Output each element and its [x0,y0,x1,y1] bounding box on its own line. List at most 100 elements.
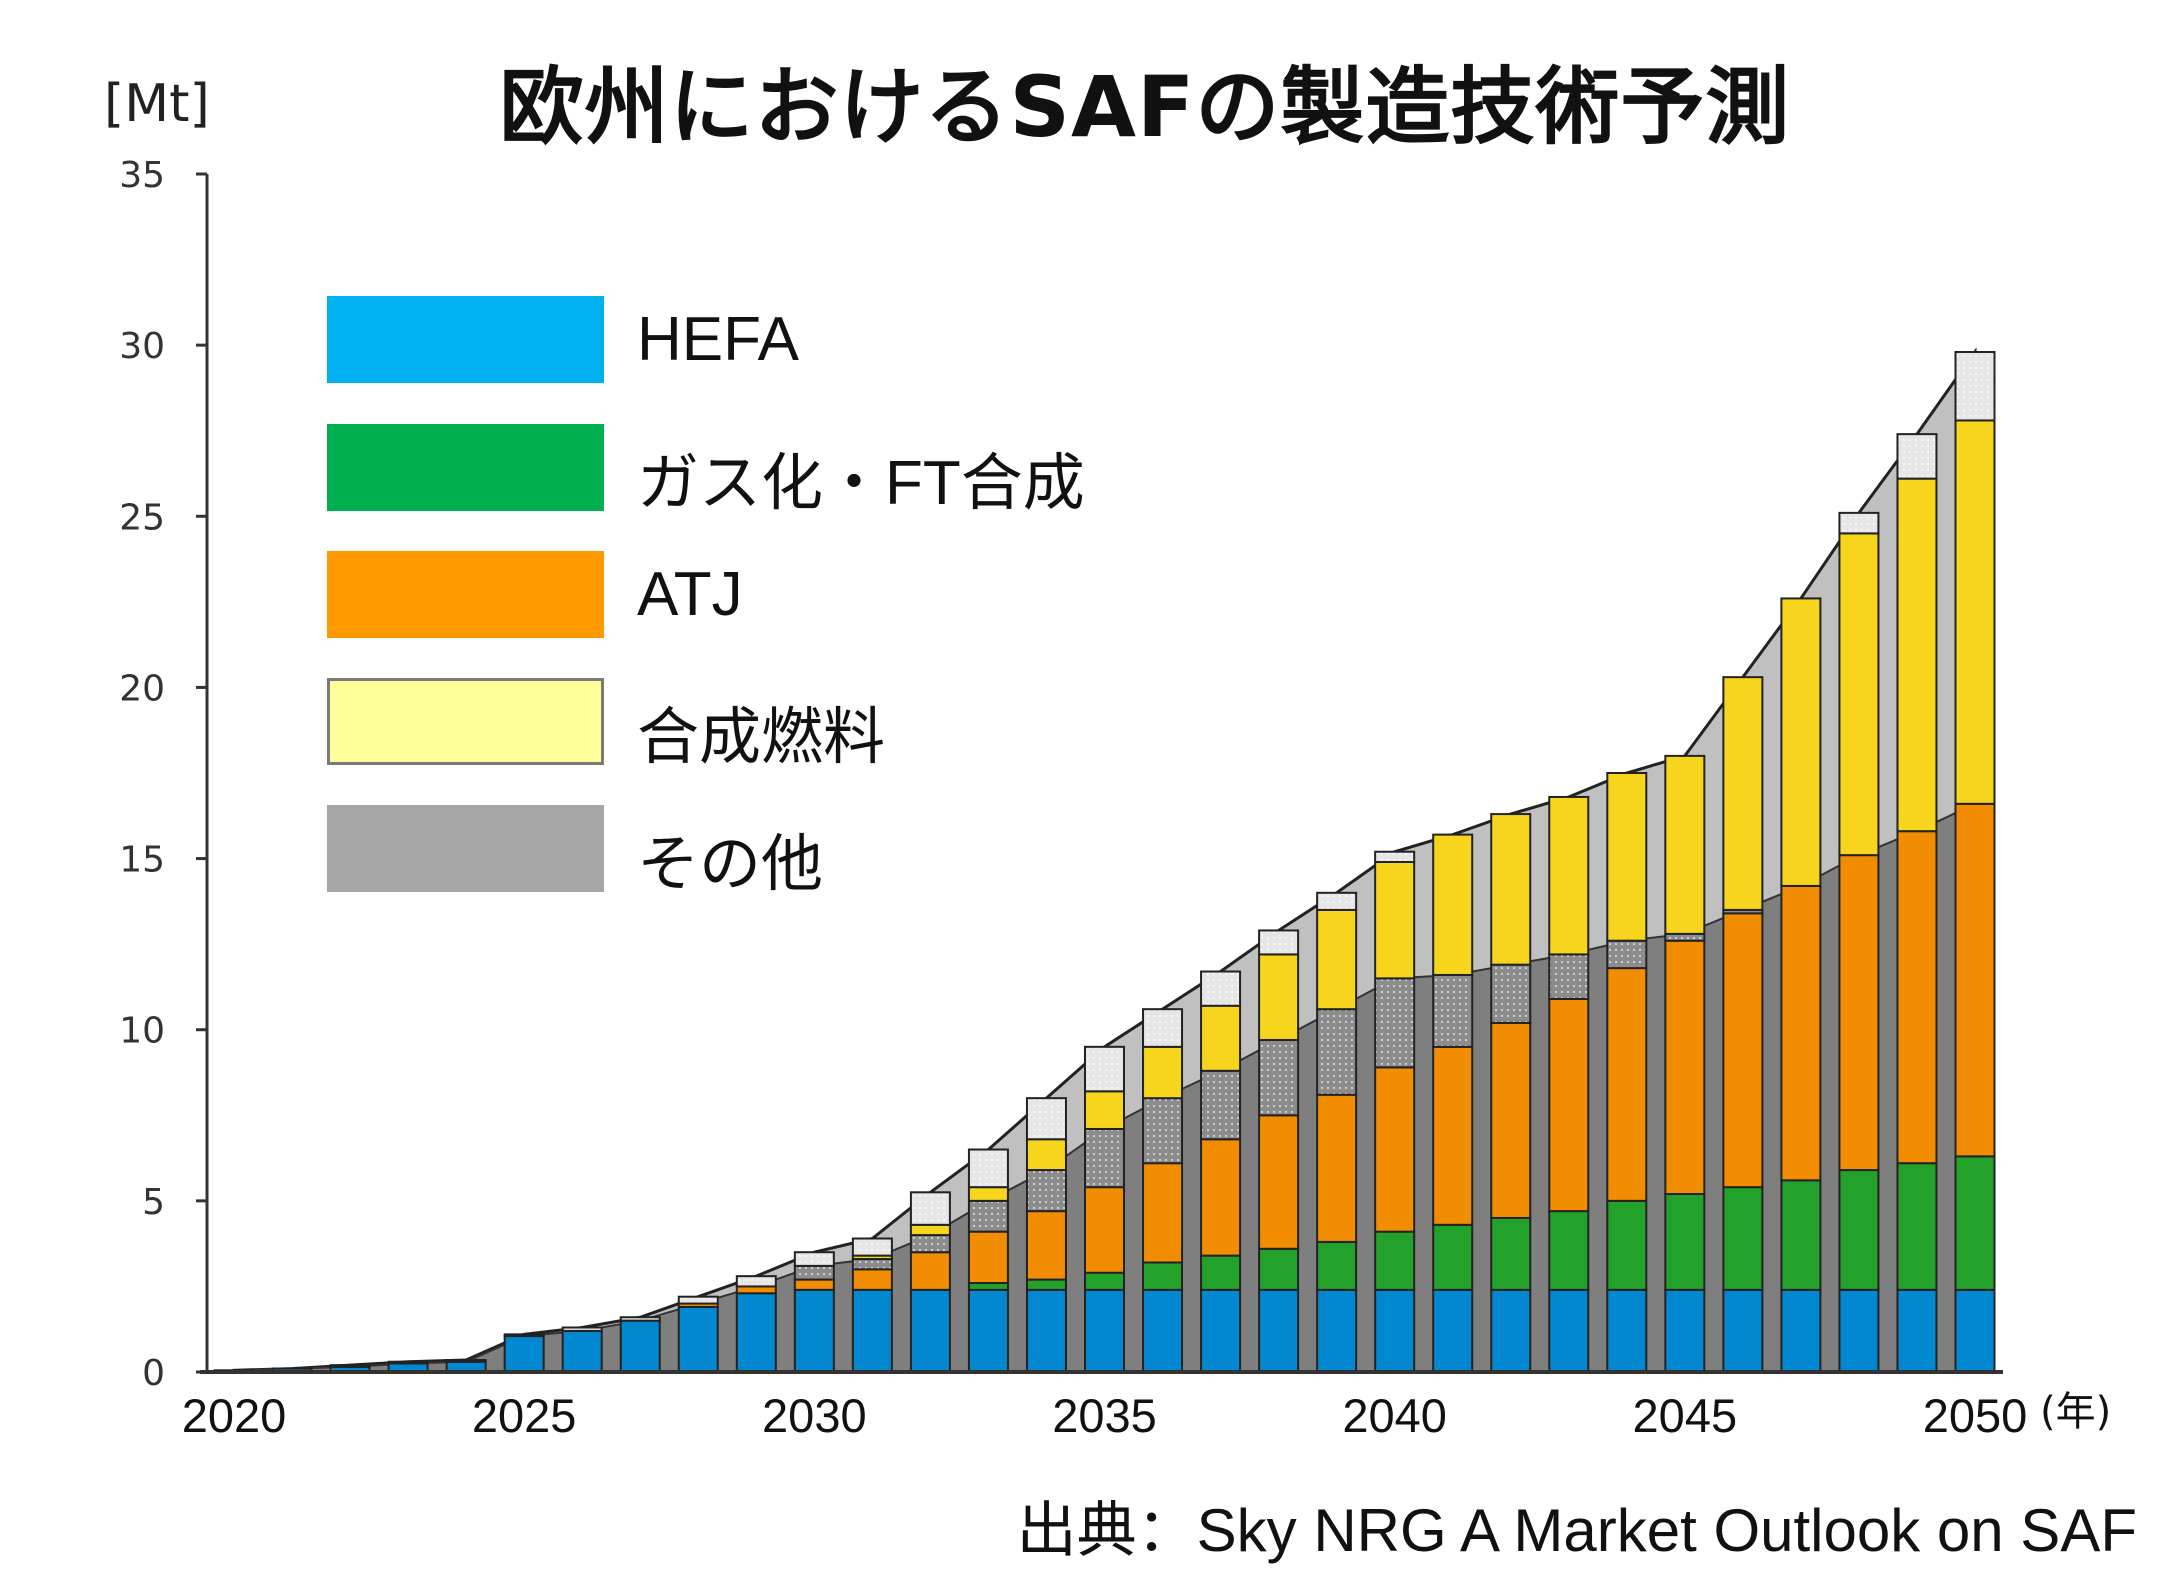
bar-segment-other [967,1199,1009,1233]
bar-segment-atj [1954,802,1996,1158]
bar-segment-synthetic-fuel [1780,597,1822,887]
bar-segment-atj [967,1230,1009,1285]
bar-segment-atj [1084,1186,1125,1274]
y-tick-label: 35 [119,155,165,196]
bar-segment-hefa [1084,1288,1125,1374]
x-tick-label: 2025 [472,1389,577,1442]
y-axis-unit: [Mt] [104,74,210,134]
bar-segment-gasification-ft [1954,1155,1996,1291]
bar-segment-hefa [1664,1288,1706,1374]
bar-segment-hefa [1606,1288,1648,1374]
bar-segment-synthetic-fuel [1606,772,1648,942]
bar-segment-hefa [1548,1288,1590,1374]
bar-segment-hefa [909,1288,951,1374]
bar-segment-other [1548,953,1590,1000]
bar-segment-other [1200,1069,1242,1141]
bar-segment-synthetic-fuel [1664,754,1706,935]
bar-segment-hefa [967,1288,1009,1374]
bar-segment-synthetic-fuel [1258,953,1300,1041]
bar-segment-hefa [793,1288,835,1374]
legend-item-other: その他 [327,805,1227,899]
bar-segment-hefa [503,1335,545,1374]
bar-segment-hefa [561,1329,603,1373]
bar-segment-other [851,1258,893,1271]
bar-segment-atj [1142,1162,1184,1264]
legend-swatch [327,424,604,511]
bar-segment-gasification-ft [1548,1210,1590,1291]
bar-segment-other-top [1200,970,1242,1007]
bar-segment-hefa [1258,1288,1300,1374]
x-tick-label: 2040 [1342,1389,1447,1442]
x-tick-label: 2030 [762,1389,867,1442]
bar-segment-synthetic-fuel [1200,1004,1242,1072]
bar-segment-other-top [561,1326,603,1332]
bar-segment-gasification-ft [1258,1247,1300,1291]
bar-segment-hefa [1200,1288,1242,1374]
bar-segment-gasification-ft [1838,1169,1880,1291]
bar-segment-atj [1838,854,1880,1172]
bar-segment-synthetic-fuel [1548,795,1590,956]
bar-segment-gasification-ft [1780,1179,1822,1291]
source-note: 出典：Sky NRG A Market Outlook on SAF [1016,1497,2137,1564]
legend-label: その他 [637,830,824,899]
bar-segment-hefa [1838,1288,1880,1374]
bar-segment-gasification-ft [1025,1278,1067,1291]
bar-segment-gasification-ft [1374,1230,1416,1291]
bar-segment-other-top [735,1275,777,1288]
bar-segment-atj [1374,1066,1416,1233]
bar-segment-other-top [619,1316,661,1322]
bar-segment-gasification-ft [1896,1162,1938,1291]
bar-segment-other-top [1142,1008,1184,1048]
bar-segment-atj [1258,1114,1300,1250]
bar-segment-other [1432,973,1474,1048]
bar-segment-synthetic-fuel [1084,1090,1125,1130]
bar-segment-other-top [1896,433,1938,480]
x-tick-label: 2035 [1052,1389,1157,1442]
bar-segment-atj [735,1285,777,1295]
bar-segment-other-top [1316,891,1358,911]
bar-segment-gasification-ft [967,1282,1009,1291]
bar-segment-other [1490,963,1532,1024]
lower-area [233,802,1976,1373]
bar-segment-other [1084,1127,1125,1189]
bar-segment-other [1142,1097,1184,1165]
legend-swatch [327,551,604,638]
bar-segment-other-top [1258,929,1300,956]
bar-segment-gasification-ft [1142,1261,1184,1291]
bar-segment-hefa [1780,1288,1822,1374]
bar-segment-synthetic-fuel [1954,419,1996,805]
x-tick-label: 2045 [1633,1389,1738,1442]
bar-segment-synthetic-fuel [967,1186,1009,1202]
legend-swatch [327,296,604,383]
bar-segment-other-top [1838,511,1880,535]
bar-segment-other-top [1025,1097,1067,1141]
bar-segment-synthetic-fuel [1432,833,1474,976]
bar-segment-other [909,1234,951,1254]
bar-segment-other [1664,932,1706,942]
bar-segment-synthetic-fuel [1025,1138,1067,1172]
bar-segment-hefa [1142,1288,1184,1374]
bar-segment-hefa [1374,1288,1416,1374]
bar-segment-synthetic-fuel [1722,676,1764,911]
x-tick-label: 2020 [182,1389,287,1442]
y-tick-label: 15 [119,840,165,881]
legend-swatch [327,805,604,892]
bar-segment-atj [1200,1138,1242,1257]
bar-segment-synthetic-fuel [1490,813,1532,966]
bar-segment-hefa [619,1319,661,1373]
bar-segment-gasification-ft [1084,1271,1125,1291]
bar-segment-atj [1432,1045,1474,1226]
legend-swatch [327,678,604,765]
bar-segment-other-top [1374,850,1416,863]
bar-segment-other [1025,1169,1067,1213]
bar-segment-other-top [851,1237,893,1257]
bar-segment-synthetic-fuel [1838,532,1880,857]
x-axis-unit: (年) [2040,1389,2111,1435]
bar-segment-other-top [387,1360,429,1365]
bar-segment-gasification-ft [1490,1216,1532,1291]
y-tick-label: 0 [142,1353,165,1394]
bar-segment-hefa [851,1288,893,1374]
y-tick-label: 20 [119,668,165,709]
bar-segment-hefa [1954,1288,1996,1374]
